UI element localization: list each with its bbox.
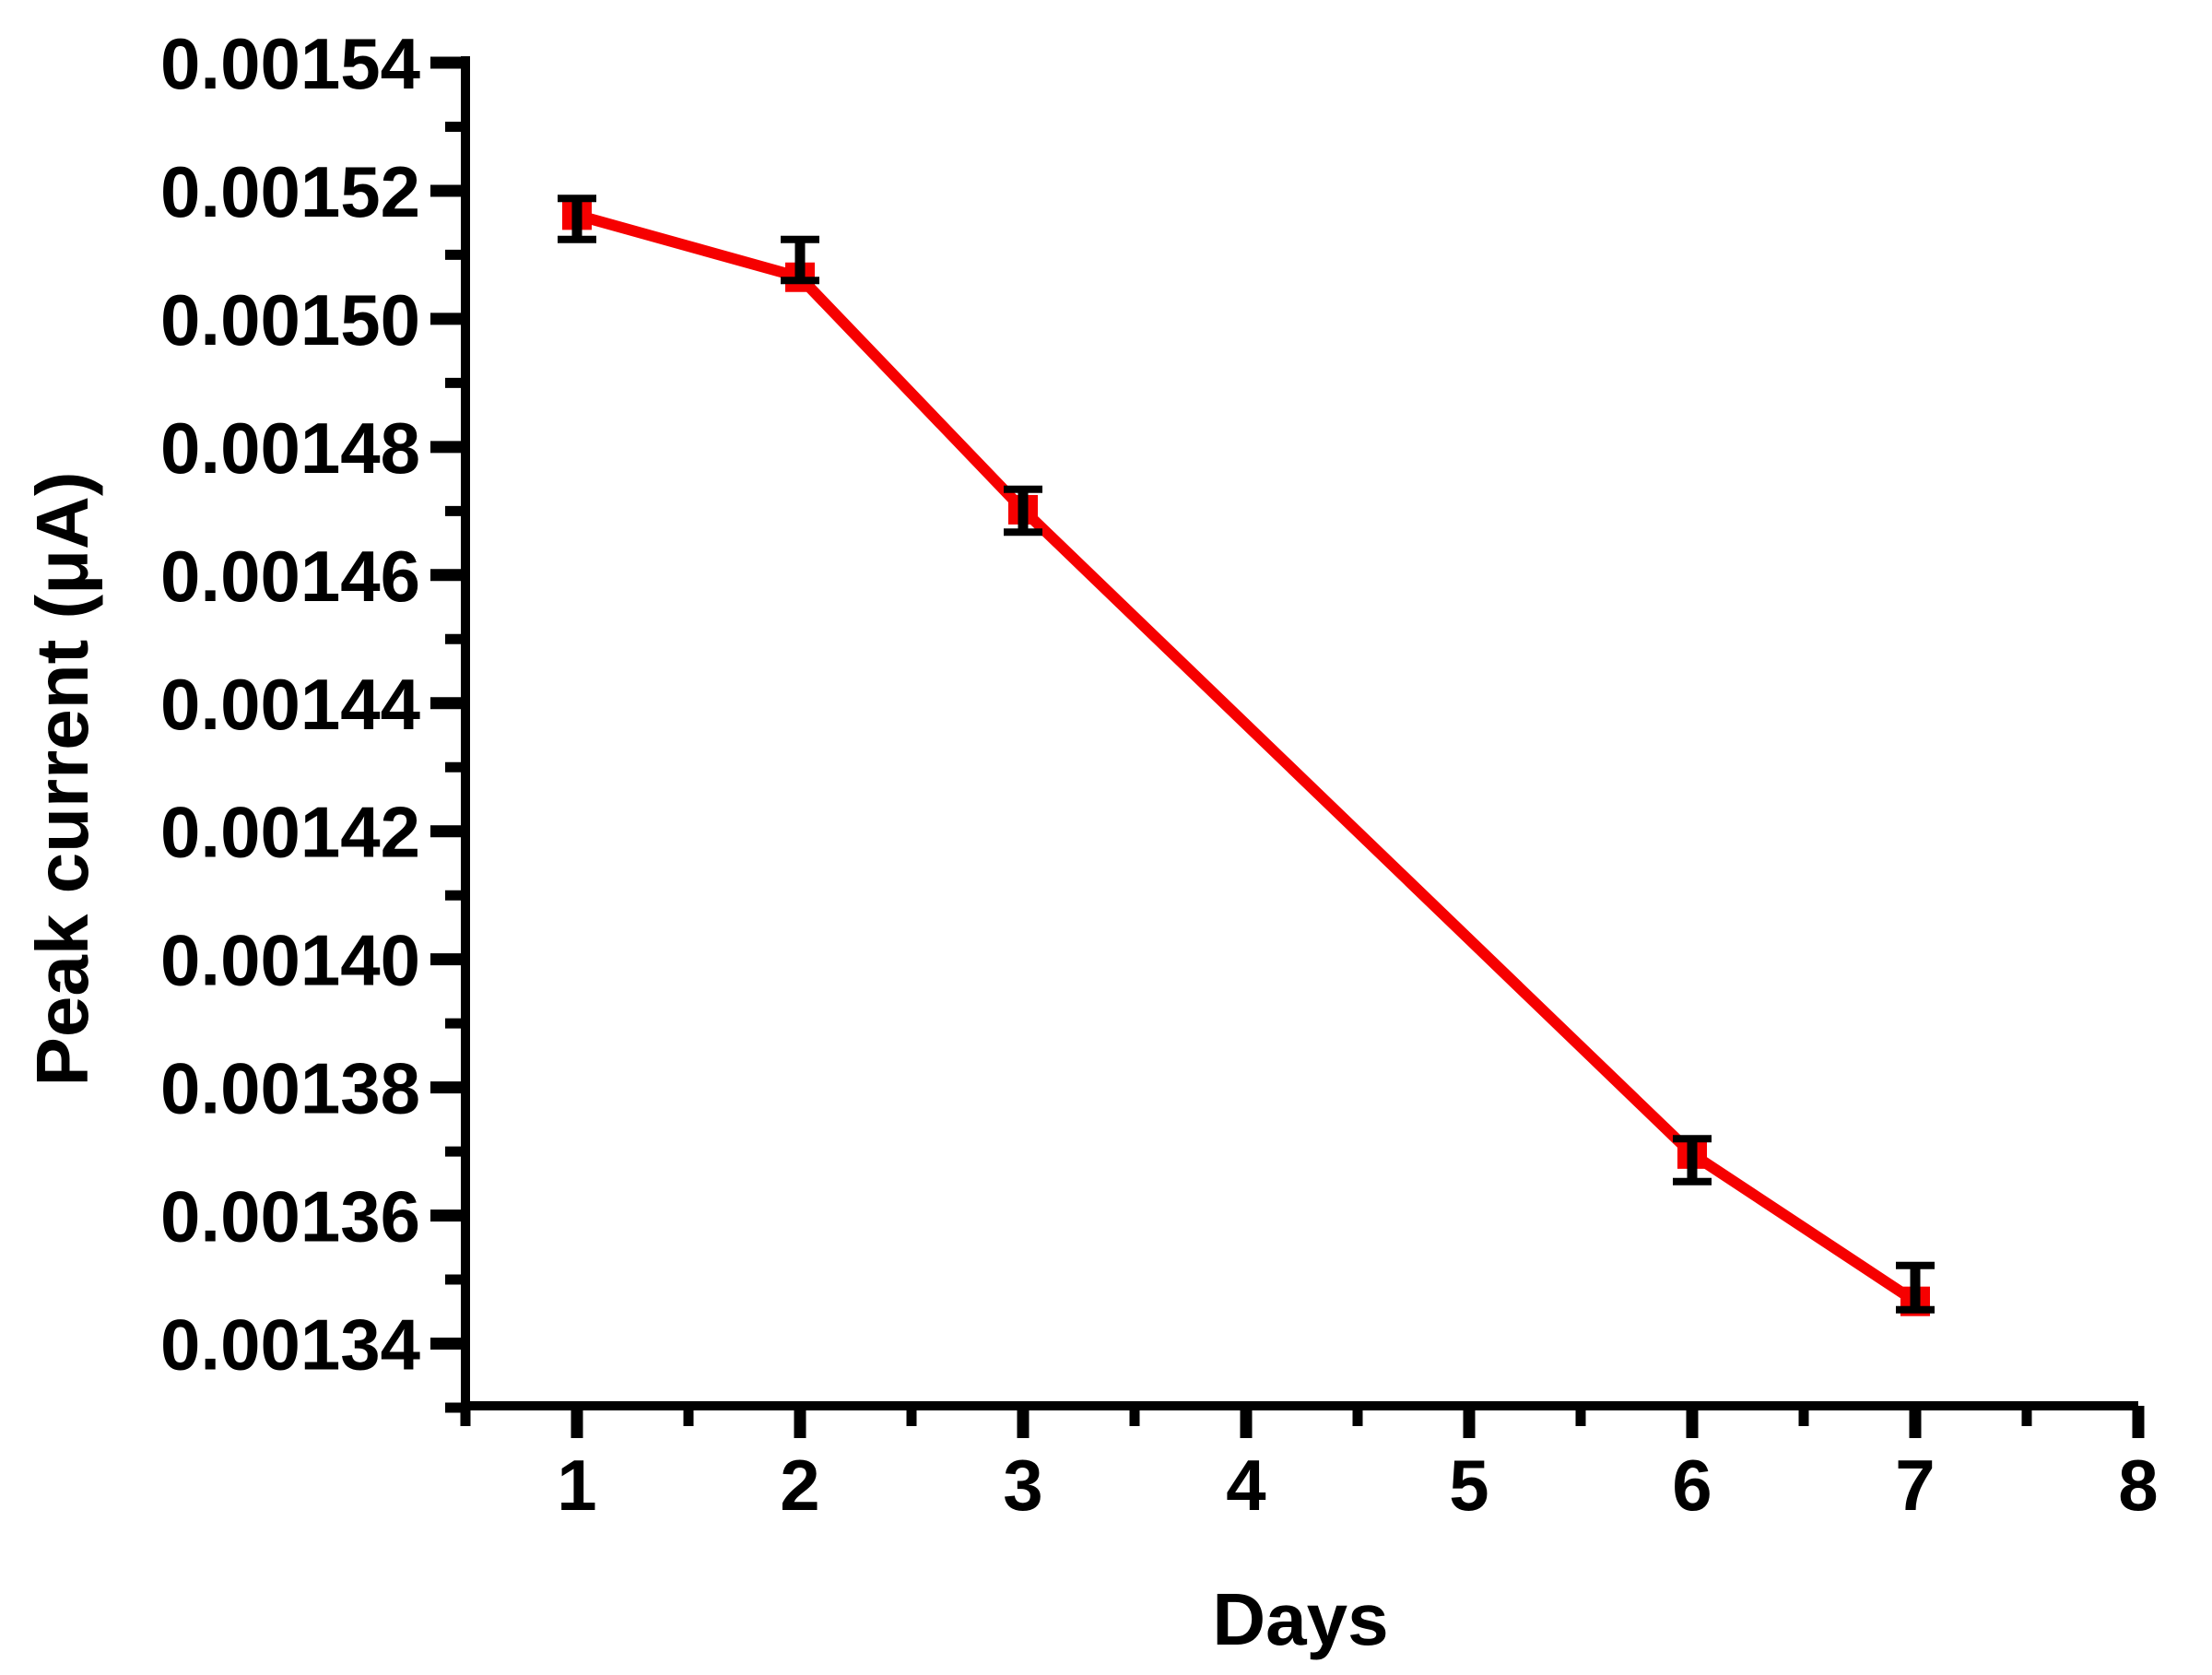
x-tick-label: 4 — [1226, 1445, 1265, 1526]
y-tick-label: 0.00144 — [160, 664, 420, 745]
x-tick-label: 1 — [557, 1445, 596, 1526]
y-tick-label: 0.00154 — [160, 23, 420, 104]
y-tick-label: 0.00140 — [160, 920, 420, 1001]
x-tick-label: 3 — [1003, 1445, 1042, 1526]
y-tick-label: 0.00150 — [160, 279, 420, 360]
y-axis-title: Peak current (μA) — [21, 472, 103, 1087]
y-tick-label: 0.00138 — [160, 1048, 420, 1129]
y-tick-label: 0.00136 — [160, 1176, 420, 1257]
y-tick-label: 0.00152 — [160, 151, 420, 232]
y-tick-label: 0.00142 — [160, 792, 420, 873]
x-tick-label: 8 — [2118, 1445, 2158, 1526]
y-tick-label: 0.00146 — [160, 536, 420, 617]
y-tick-label: 0.00148 — [160, 407, 420, 489]
y-tick-label: 0.00134 — [160, 1304, 420, 1386]
x-tick-label: 7 — [1895, 1445, 1935, 1526]
data-line — [571, 209, 1921, 1307]
x-axis-title: Days — [1212, 1578, 1388, 1660]
x-tick-label: 6 — [1672, 1445, 1712, 1526]
x-tick-label: 5 — [1449, 1445, 1488, 1526]
x-tick-label: 2 — [780, 1445, 819, 1526]
